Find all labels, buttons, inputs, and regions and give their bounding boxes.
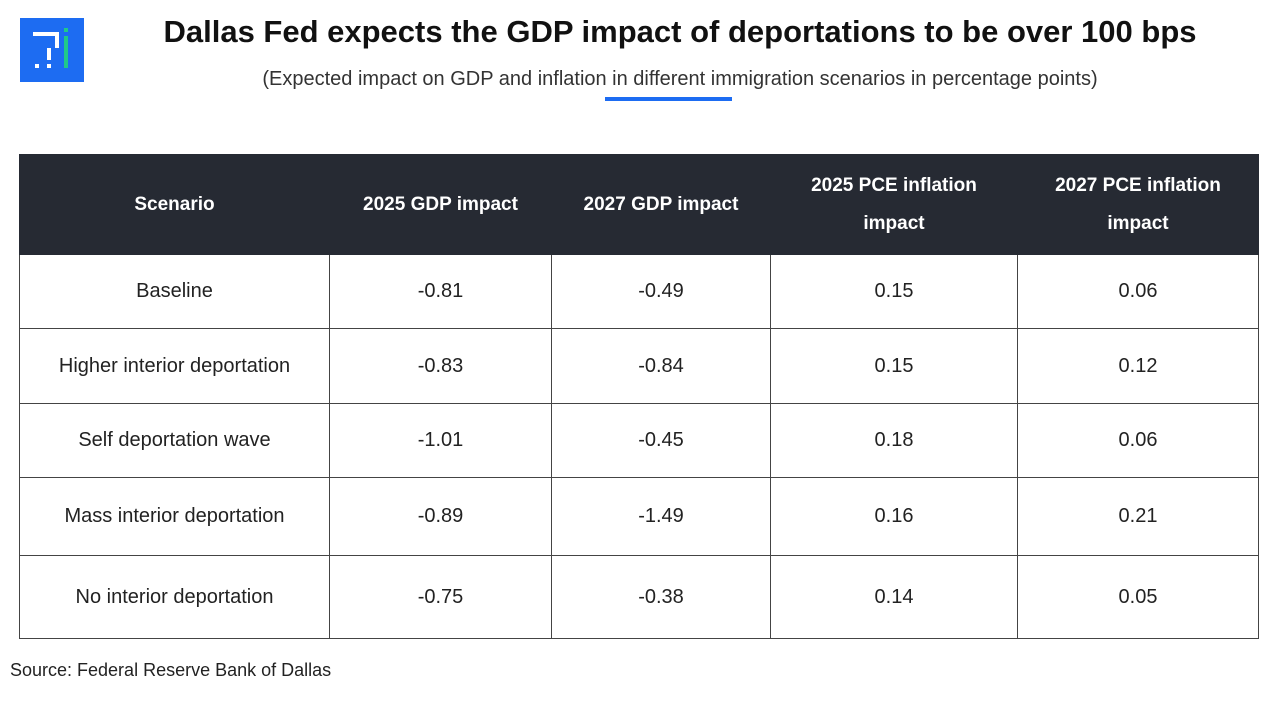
value-cell: 0.12 [1017,328,1259,404]
table-header-row: Scenario 2025 GDP impact 2027 GDP impact… [19,154,1259,255]
table-row: Mass interior deportation -0.89 -1.49 0.… [19,477,1259,556]
table-row: Self deportation wave -1.01 -0.45 0.18 0… [19,403,1259,478]
column-header-pce-2027: 2027 PCE inflation impact [1017,154,1259,255]
table-row: No interior deportation -0.75 -0.38 0.14… [19,555,1259,639]
column-header-pce-2025: 2025 PCE inflation impact [770,154,1018,255]
scenario-cell: Baseline [19,254,330,329]
value-cell: -1.01 [329,403,552,478]
source-note: Source: Federal Reserve Bank of Dallas [10,660,332,680]
value-cell: 0.16 [770,477,1018,556]
page-title: Dallas Fed expects the GDP impact of dep… [163,14,1197,49]
column-header-scenario: Scenario [19,154,330,255]
value-cell: 0.21 [1017,477,1259,556]
table-row: Higher interior deportation -0.83 -0.84 … [19,328,1259,404]
page-subtitle: (Expected impact on GDP and inflation in… [262,68,1098,90]
value-cell: -0.38 [551,555,771,639]
title-accent-line [605,97,732,101]
table-row: Baseline -0.81 -0.49 0.15 0.06 [19,254,1259,329]
column-header-gdp-2027: 2027 GDP impact [551,154,771,255]
value-cell: -0.84 [551,328,771,404]
value-cell: -0.75 [329,555,552,639]
value-cell: 0.06 [1017,254,1259,329]
scenario-cell: Mass interior deportation [19,477,330,556]
value-cell: 0.06 [1017,403,1259,478]
value-cell: -0.83 [329,328,552,404]
column-header-gdp-2025: 2025 GDP impact [329,154,552,255]
value-cell: -1.49 [551,477,771,556]
value-cell: 0.14 [770,555,1018,639]
scenario-cell: No interior deportation [19,555,330,639]
scenario-table: Scenario 2025 GDP impact 2027 GDP impact… [19,154,1259,639]
value-cell: 0.05 [1017,555,1259,639]
value-cell: 0.15 [770,328,1018,404]
value-cell: -0.49 [551,254,771,329]
scenario-cell: Higher interior deportation [19,328,330,404]
value-cell: 0.15 [770,254,1018,329]
value-cell: -0.89 [329,477,552,556]
value-cell: -0.81 [329,254,552,329]
t-logo-icon [33,28,68,68]
value-cell: 0.18 [770,403,1018,478]
scenario-cell: Self deportation wave [19,403,330,478]
value-cell: -0.45 [551,403,771,478]
brand-logo [20,18,84,82]
